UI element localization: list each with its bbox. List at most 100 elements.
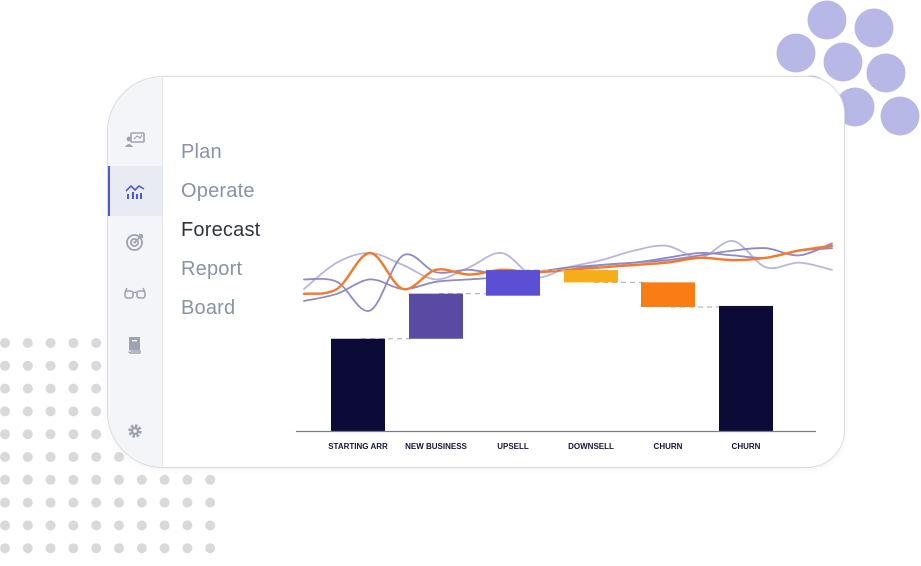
decor-dot [114, 497, 124, 508]
decor-dot [45, 360, 56, 371]
decor-dot [91, 429, 102, 440]
waterfall-bar-upsell [486, 270, 540, 296]
decor-dot [91, 497, 102, 508]
decor-bubble [835, 87, 875, 127]
decor-dot [68, 406, 79, 417]
decor-dot [205, 520, 216, 531]
decor-dot [182, 543, 193, 554]
decor-dot [22, 543, 33, 554]
target-icon [126, 233, 144, 251]
x-tick-label: DOWNSELL [568, 442, 614, 451]
decor-bubble [776, 33, 816, 73]
decor-dot [68, 474, 79, 485]
decor-dot [68, 520, 79, 531]
sidebar [108, 77, 163, 467]
trend-chart-icon [125, 184, 145, 199]
decor-dot [136, 543, 147, 554]
x-tick-label: STARTING ARR [328, 442, 388, 451]
decor-dot [22, 383, 33, 394]
decor-dot [45, 452, 56, 462]
decor-dot [45, 383, 56, 394]
decor-dot [22, 474, 33, 485]
sidebar-item-settings[interactable] [108, 406, 162, 456]
x-tick-label: NEW BUSINESS [405, 442, 467, 451]
decor-dot [22, 452, 33, 462]
decor-dot [68, 360, 79, 371]
sidebar-item-presentation[interactable] [108, 115, 162, 165]
decor-dot [114, 520, 124, 531]
decor-dot [45, 338, 56, 348]
presentation-icon [125, 132, 145, 147]
waterfall-bar-churn [719, 305, 773, 431]
decor-dot [91, 520, 102, 531]
decor-dot [159, 520, 170, 531]
decor-dot [205, 497, 216, 508]
decor-dot [22, 520, 33, 531]
decor-dot [22, 338, 33, 348]
decor-dot [0, 338, 10, 348]
sidebar-item-book[interactable] [108, 320, 162, 370]
decor-bubble [854, 8, 894, 48]
sidebar-item-forecast[interactable] [108, 166, 162, 216]
decorative-dot-grid [0, 338, 216, 554]
decor-dot [182, 497, 193, 508]
decor-dot [182, 474, 193, 485]
decor-dot [91, 474, 102, 485]
decor-dot [0, 497, 10, 508]
decor-dot [91, 360, 102, 371]
decor-dot [0, 360, 10, 371]
decor-dot [0, 474, 10, 485]
decor-dot [136, 520, 147, 531]
decor-dot [22, 360, 33, 371]
nav-item-plan[interactable]: Plan [181, 141, 222, 163]
decor-dot [68, 383, 79, 394]
x-tick-label: UPSELL [497, 442, 529, 451]
sidebar-item-glasses[interactable] [108, 269, 162, 319]
decor-dot [0, 543, 10, 554]
decor-dot [45, 520, 56, 531]
decor-dot [68, 338, 79, 348]
waterfall-bar-starting-arr [331, 338, 385, 431]
decor-dot [68, 543, 79, 554]
nav-item-board[interactable]: Board [181, 297, 236, 319]
decor-dot [159, 543, 170, 554]
trend-line-2 [303, 242, 833, 312]
decor-dot [22, 497, 33, 508]
decor-dot [45, 406, 56, 417]
sidebar-item-target[interactable] [108, 217, 162, 267]
decor-bubble [807, 0, 847, 40]
decor-dot [136, 497, 147, 508]
decor-dot [0, 406, 10, 417]
decor-dot [0, 520, 10, 531]
decor-dot [68, 452, 79, 462]
nav-item-operate[interactable]: Operate [181, 180, 255, 202]
arr-waterfall-chart: STARTING ARR NEW BUSINESS UPSELL DOWNSELL CH… [296, 240, 834, 451]
decor-dot [114, 543, 124, 554]
decor-dot [159, 474, 170, 485]
decor-bubble [880, 96, 920, 136]
decor-dot [45, 543, 56, 554]
decor-dot [91, 383, 102, 394]
main-nav: Plan Operate Forecast Report Board [181, 133, 260, 328]
x-tick-label: CHURN [654, 442, 683, 451]
waterfall-bar-churn [641, 282, 695, 307]
decor-dot [0, 452, 10, 462]
decor-dot [45, 474, 56, 485]
waterfall-bar-new-business [409, 293, 463, 339]
decor-dot [91, 338, 102, 348]
waterfall-bar-downsell [564, 270, 618, 283]
decor-bubble [823, 42, 863, 82]
decor-dot [159, 497, 170, 508]
nav-item-forecast[interactable]: Forecast [181, 219, 261, 241]
decor-dot [0, 383, 10, 394]
decor-dot [205, 474, 216, 485]
nav-item-report[interactable]: Report [181, 258, 243, 280]
decor-dot [114, 474, 124, 485]
decor-dot [22, 406, 33, 417]
decor-dot [182, 520, 193, 531]
gear-icon [128, 424, 142, 438]
trend-line-4 [302, 244, 834, 295]
decor-dot [136, 474, 147, 485]
decor-dot [91, 452, 102, 462]
decor-dot [91, 543, 102, 554]
